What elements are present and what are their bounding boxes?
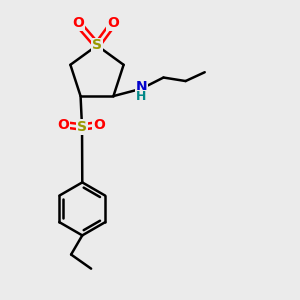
Text: H: H [136, 91, 147, 103]
Text: O: O [93, 118, 105, 132]
Text: S: S [77, 120, 87, 134]
Text: O: O [57, 118, 69, 132]
Text: N: N [136, 80, 147, 94]
Text: S: S [92, 38, 102, 52]
Text: O: O [72, 16, 84, 30]
Text: O: O [107, 16, 119, 30]
